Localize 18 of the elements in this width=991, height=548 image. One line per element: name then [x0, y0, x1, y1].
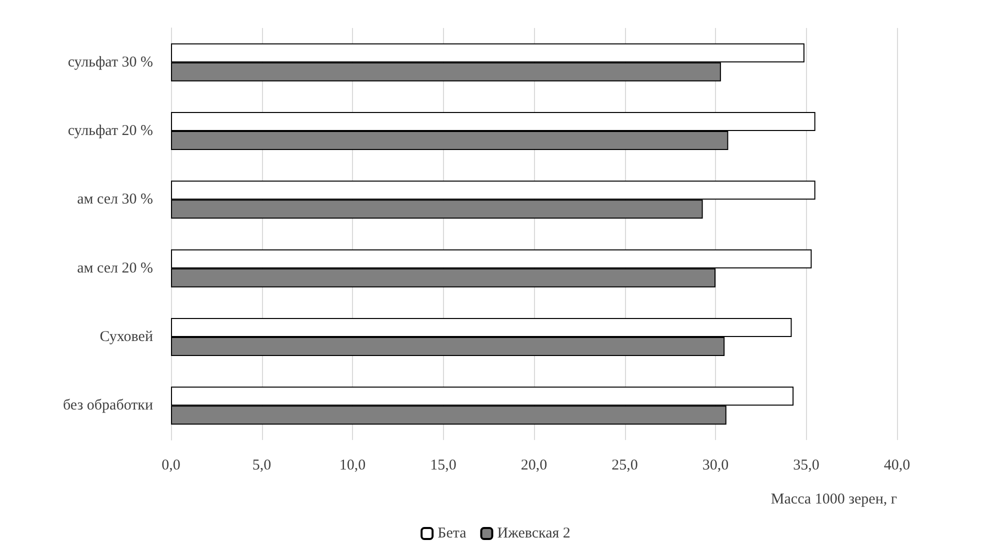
y-tick-label: сульфат 30 %	[68, 54, 153, 70]
legend-label: Ижевская 2	[497, 526, 570, 542]
x-tick-label: 0,0	[162, 458, 180, 474]
y-tick-label: ам сел 30 %	[77, 192, 153, 208]
x-tick-label: 25,0	[612, 458, 638, 474]
x-axis-title: Масса 1000 зерен, г	[770, 492, 897, 508]
y-tick-label: сульфат 20 %	[68, 123, 153, 139]
x-tick-label: 40,0	[884, 458, 910, 474]
legend-label: Бета	[438, 526, 467, 542]
x-tick-label: 5,0	[252, 458, 272, 474]
x-tick-label: 30,0	[702, 458, 729, 474]
x-tick-label: 10,0	[339, 458, 366, 474]
x-tick-label: 20,0	[520, 458, 548, 474]
x-tick-label: 35,0	[793, 458, 820, 474]
x-tick-label: 15,0	[430, 458, 456, 474]
y-tick-label: Суховей	[100, 329, 153, 345]
y-tick-label: ам сел 20 %	[77, 260, 153, 276]
y-tick-label: без обработки	[62, 398, 153, 414]
